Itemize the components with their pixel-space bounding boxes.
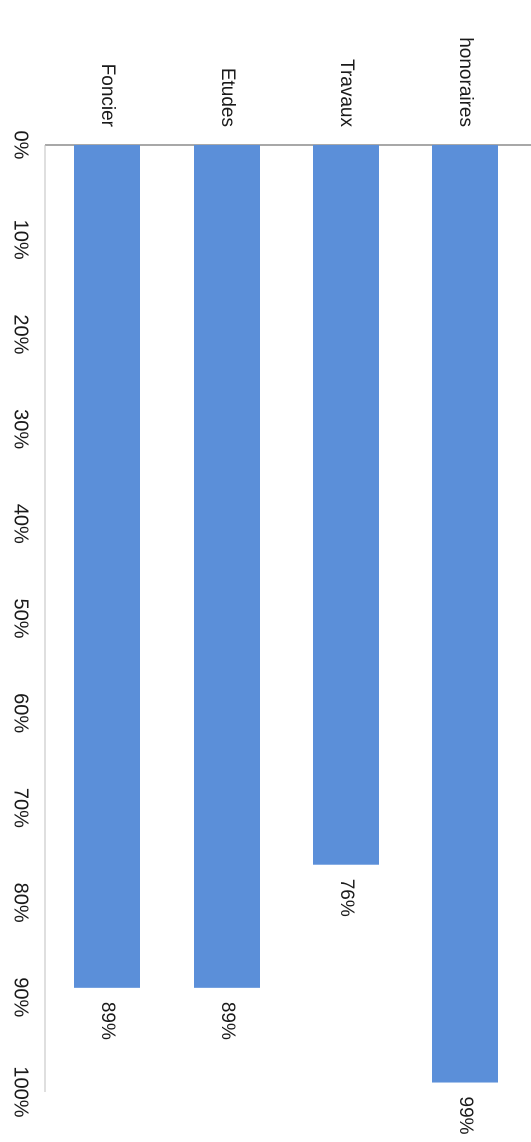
tick-label: 0% xyxy=(10,131,32,160)
data-label: 89% xyxy=(97,1002,118,1040)
tick-label: 30% xyxy=(10,409,32,449)
category-labels-group: Foncier Etudes Travaux honoraires xyxy=(97,37,476,127)
category-label: honoraires xyxy=(455,37,476,127)
data-labels-group: 89% 89% 76% 99% xyxy=(97,879,476,1135)
category-label: Travaux xyxy=(336,59,357,127)
tick-label: 40% xyxy=(10,504,32,544)
tick-label: 20% xyxy=(10,314,32,354)
tick-label: 50% xyxy=(10,598,32,638)
tick-label: 90% xyxy=(10,977,32,1017)
data-label: 99% xyxy=(455,1097,476,1135)
tick-label: 80% xyxy=(10,883,32,923)
tick-labels-group: 0% 10% 20% 30% 40% 50% 60% 70% 80% 90% 100% xyxy=(10,131,32,1118)
category-label: Etudes xyxy=(217,68,238,127)
data-label: 89% xyxy=(217,1002,238,1040)
tick-label: 100% xyxy=(10,1066,32,1117)
category-label: Foncier xyxy=(97,64,118,128)
data-label: 76% xyxy=(336,879,357,917)
tick-label: 70% xyxy=(10,788,32,828)
tick-label: 60% xyxy=(10,693,32,733)
tick-label: 10% xyxy=(10,220,32,260)
bar-etudes xyxy=(194,145,260,988)
bars-group xyxy=(74,145,498,1083)
bar-foncier xyxy=(74,145,140,988)
bar-honoraires xyxy=(432,145,498,1083)
bar-travaux xyxy=(313,145,379,865)
